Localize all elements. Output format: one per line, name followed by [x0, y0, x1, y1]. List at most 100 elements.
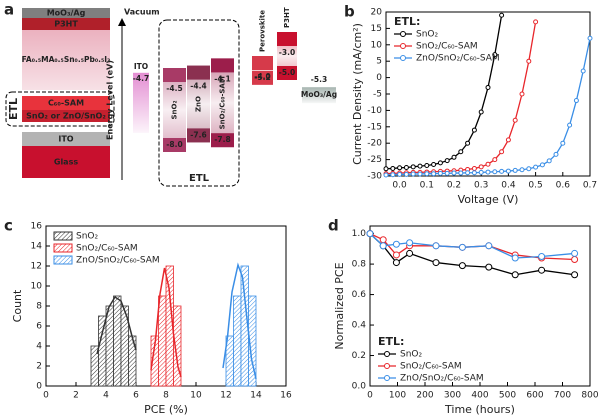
x-tick-label: 500 [499, 391, 516, 401]
cb-band [163, 68, 186, 82]
point [410, 164, 416, 170]
level-value: -5.3 [311, 75, 327, 84]
point [390, 172, 396, 178]
vb-band [277, 66, 297, 80]
cb-band [277, 32, 297, 46]
y-tick-label: 1.0 [352, 229, 367, 239]
point [553, 151, 559, 157]
x-tick-label: 0 [43, 391, 49, 401]
point [431, 171, 437, 177]
y-tick-label: -25 [367, 155, 382, 165]
y-tick-label: 5 [376, 57, 382, 67]
point [533, 19, 539, 25]
y-tick-label: -20 [367, 139, 382, 149]
level-name: ZnO [195, 96, 203, 112]
y-tick-label: 10 [371, 40, 383, 50]
point [567, 122, 573, 128]
point [485, 242, 493, 250]
point [431, 162, 437, 168]
level-name: MoO₃/Ag [301, 90, 337, 99]
vacuum: Vacuum [124, 8, 160, 17]
gap-region [187, 65, 210, 143]
vb-value: -5.2 [254, 73, 270, 82]
layer-label: ITO [58, 135, 73, 144]
bar [113, 295, 122, 387]
legend-label: SnO₂ [76, 232, 99, 242]
x-tick-label: 16 [280, 391, 292, 401]
x-axis-label: Time (hours) [444, 403, 515, 416]
point [458, 243, 466, 251]
point [485, 161, 491, 167]
y-tick-label: 8 [36, 302, 42, 312]
x-tick-label: 12 [220, 391, 231, 401]
point [546, 158, 552, 164]
legend-marker [400, 43, 406, 49]
level-name: P3HT [283, 7, 291, 28]
legend-title: ETL: [378, 335, 404, 348]
layer [22, 146, 110, 178]
cb-band [252, 56, 273, 70]
legend-marker [384, 375, 390, 381]
bar [173, 305, 182, 387]
y-tick-label: -30 [367, 172, 382, 182]
point [403, 164, 409, 170]
x-tick-label: 0.5 [528, 181, 542, 191]
point [392, 259, 400, 267]
layer-label: FA₀.₅MA₀.₅Sn₀.₅Pb₀.₅I₃ [22, 55, 111, 64]
legend-title: ETL: [394, 15, 420, 28]
point [539, 162, 545, 168]
bar [248, 295, 257, 387]
y-tick-label: -10 [367, 106, 382, 116]
y-tick-label: 0 [376, 73, 382, 83]
point [505, 168, 511, 174]
cb-value: -4.1 [214, 74, 230, 83]
point [511, 271, 519, 279]
point [580, 68, 586, 74]
point [383, 166, 389, 172]
y-axis-label: Normalized PCE [333, 262, 346, 349]
point [571, 256, 579, 264]
layer [22, 96, 110, 110]
series-line [369, 233, 575, 259]
point [471, 170, 477, 176]
panel-label: a [4, 1, 14, 19]
y-tick-label: 6 [36, 322, 42, 332]
vb-band [252, 70, 273, 85]
point [417, 171, 423, 177]
cb-band [211, 58, 234, 73]
bar [98, 315, 107, 387]
x-tick-label: 100 [389, 391, 406, 401]
point [499, 149, 505, 155]
layer-label: MoO₃/Ag [47, 9, 86, 18]
etl-label: ETL [7, 98, 20, 120]
y-tick-label: 0.2 [352, 351, 366, 361]
point [403, 171, 409, 177]
layer [22, 8, 110, 18]
layer-label: Glass [54, 158, 78, 167]
vb-value: -8.0 [166, 140, 182, 149]
y-tick-label: 20 [371, 8, 383, 18]
legend-label: SnO₂/C₆₀-SAM [76, 244, 138, 254]
point [437, 160, 443, 166]
point [478, 164, 484, 170]
x-tick-label: 2 [73, 391, 79, 401]
x-tick-label: 4 [103, 391, 109, 401]
point [571, 249, 579, 257]
bar [128, 335, 137, 387]
point [492, 52, 498, 58]
point [458, 149, 464, 155]
fit-curve [222, 262, 257, 380]
point [485, 263, 493, 271]
point [571, 271, 579, 279]
y-tick-label: 12 [31, 262, 42, 272]
bar [158, 295, 167, 387]
point [392, 240, 400, 248]
point [432, 259, 440, 267]
gap-region [211, 58, 234, 148]
point [458, 262, 466, 270]
point [432, 242, 440, 250]
legend-label: ZnO/SnO₂/C₆₀-SAM [76, 256, 160, 266]
x-axis-label: Voltage (V) [458, 193, 519, 206]
level-name: Perovskite [259, 10, 267, 52]
